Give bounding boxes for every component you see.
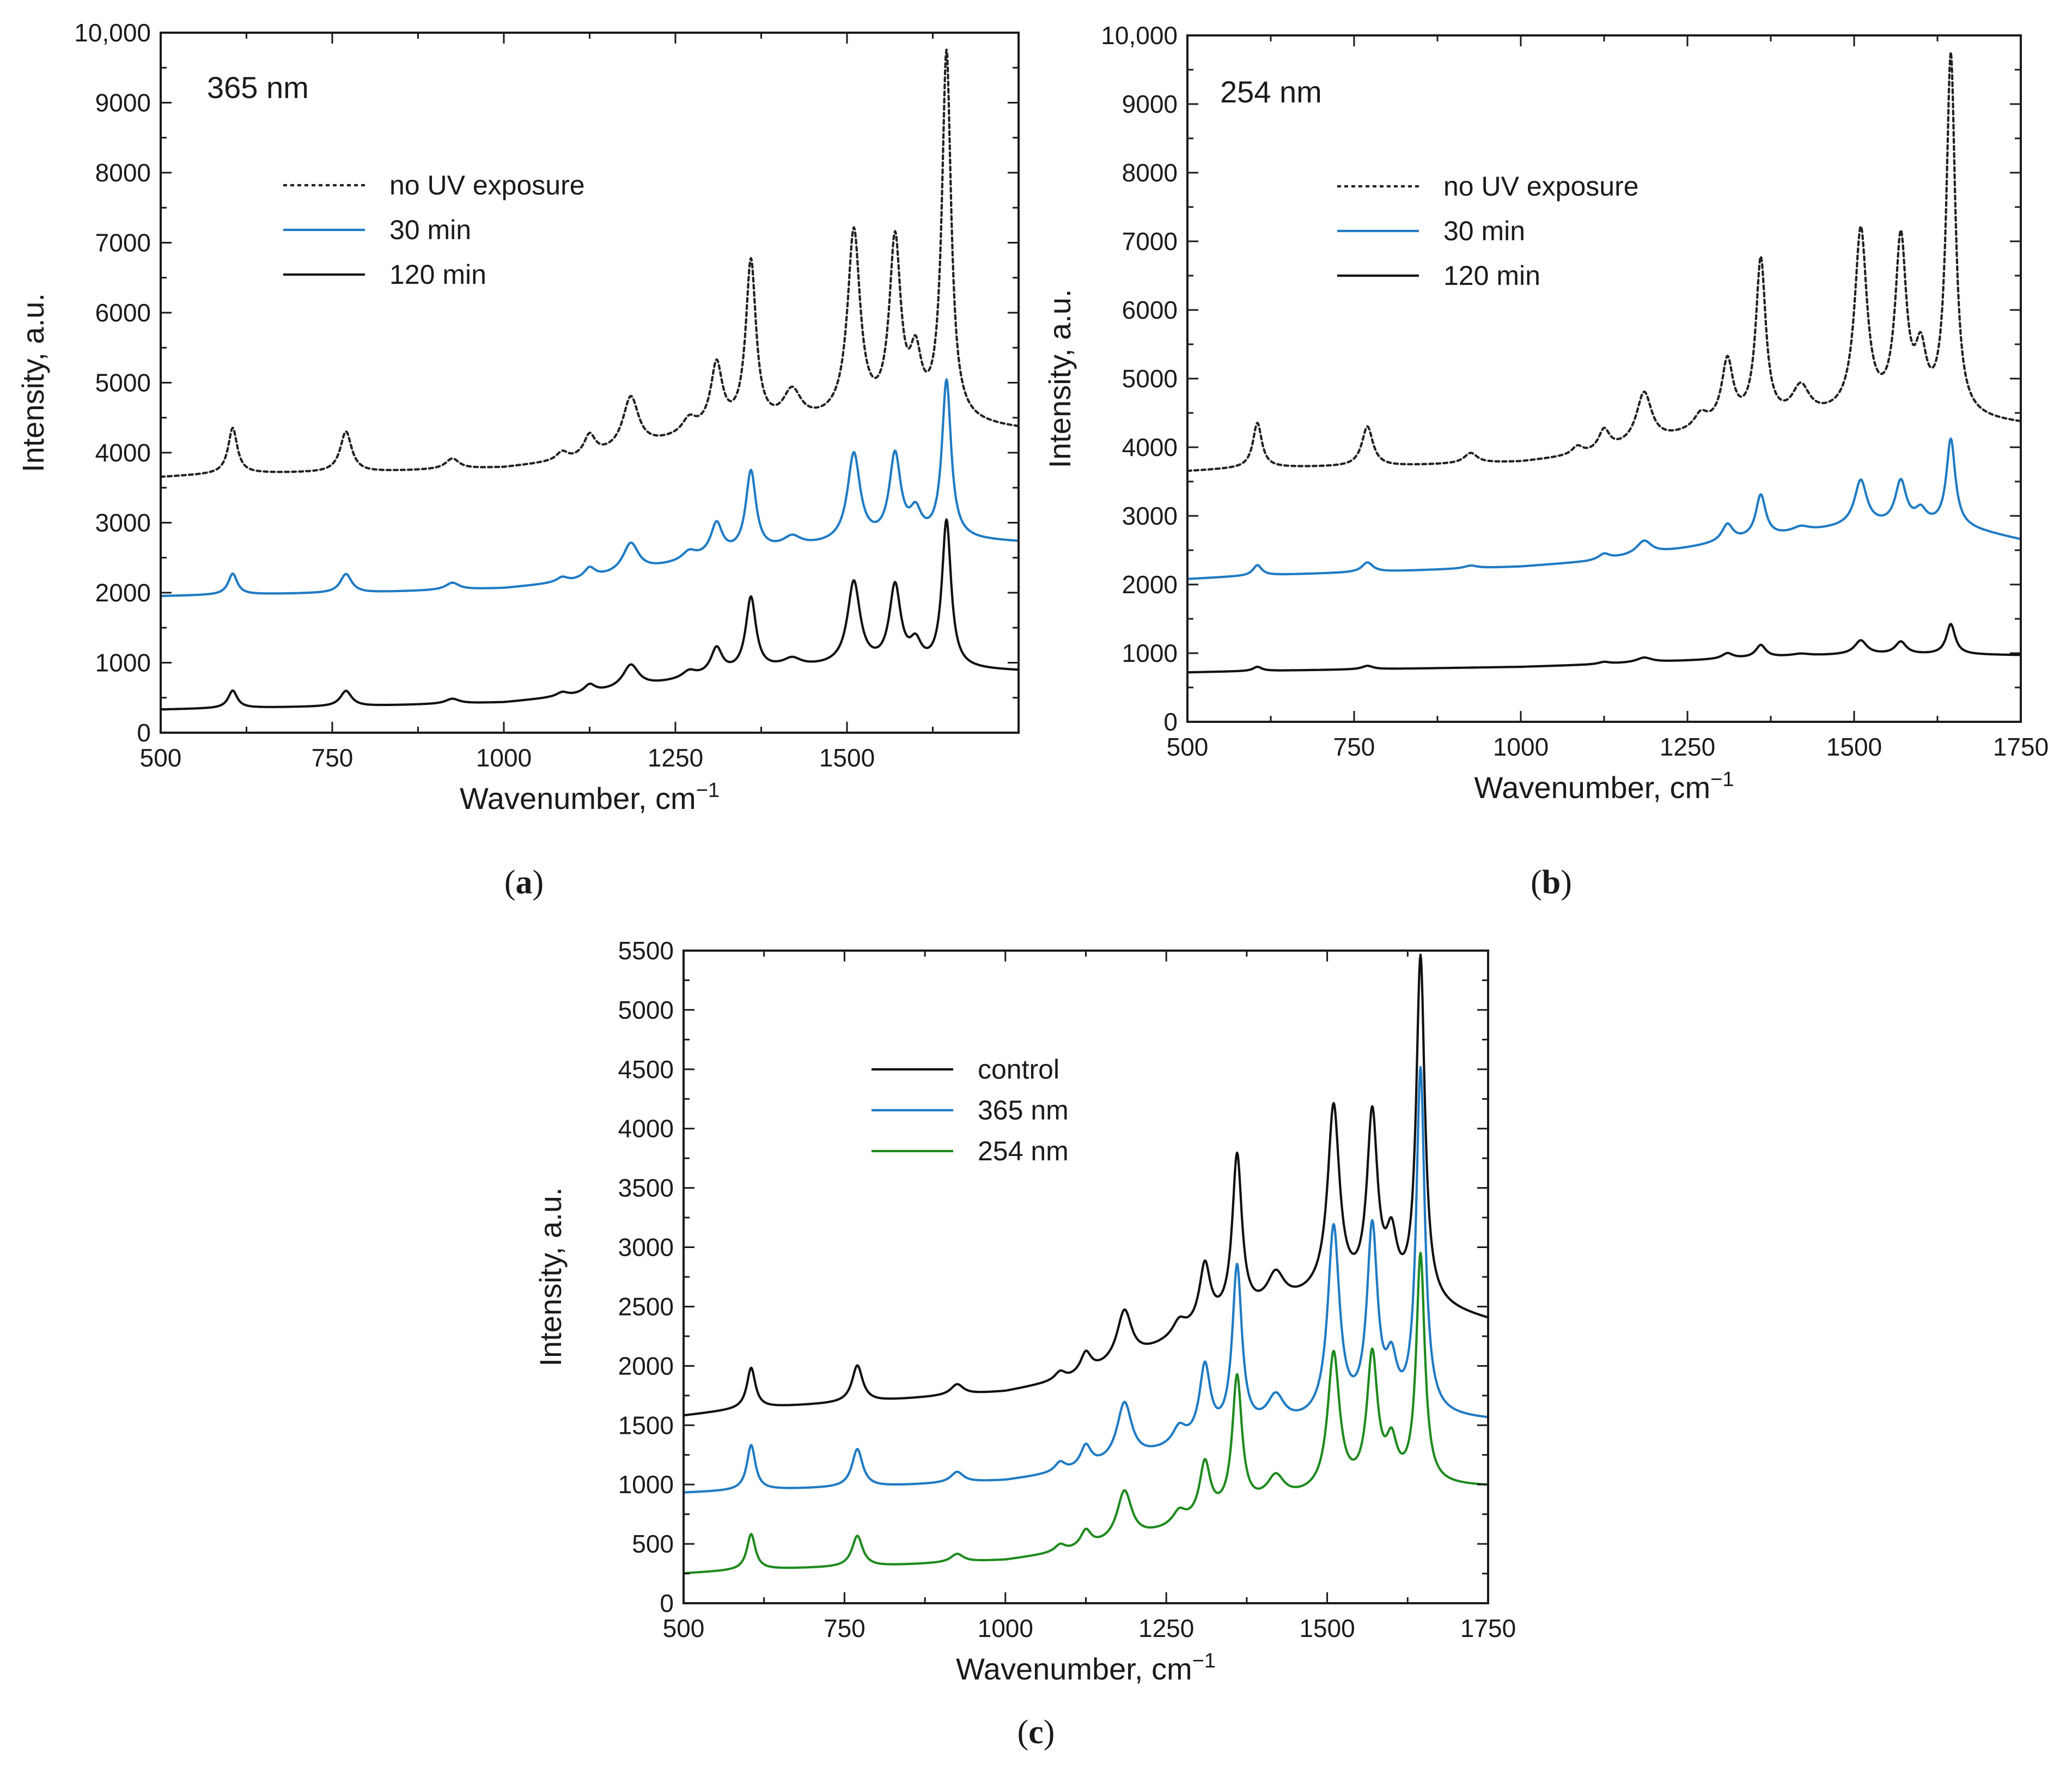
- legend-label: 120 min: [1443, 260, 1540, 291]
- y-tick-label: 9000: [1122, 90, 1178, 118]
- x-tick-label: 1250: [1138, 1614, 1194, 1642]
- y-tick-label: 6000: [1122, 296, 1178, 324]
- x-axis-title: Wavenumber, cm−1: [460, 779, 720, 815]
- y-tick-label: 9000: [95, 89, 151, 117]
- y-tick-label: 7000: [95, 229, 151, 257]
- y-axis-title: Intensity, a.u.: [16, 293, 50, 472]
- series-line-no-uv-exposure: [161, 48, 1019, 478]
- x-tick-label: 1500: [819, 744, 875, 772]
- y-tick-label: 6000: [95, 299, 151, 327]
- panel-c: 500 750 1000 1250 1500 1750050010001500200025…: [533, 936, 1516, 1751]
- y-tick-label: 3000: [1122, 502, 1178, 530]
- y-tick-label: 5500: [618, 936, 674, 965]
- series-line-120-min: [161, 518, 1019, 711]
- x-tick-label: 1000: [1493, 733, 1549, 761]
- series-line-control: [684, 953, 1488, 1417]
- legend: no UV exposure 30 min 120 min: [283, 170, 585, 290]
- x-axis-title: Wavenumber, cm−1: [956, 1650, 1216, 1686]
- y-tick-label: 3000: [618, 1233, 674, 1262]
- y-tick-label: 1000: [618, 1470, 674, 1499]
- y-tick-label: 2500: [618, 1292, 674, 1320]
- legend-label: no UV exposure: [1443, 171, 1639, 202]
- legend-label: 120 min: [389, 259, 486, 290]
- series-group: [684, 953, 1488, 1574]
- x-tick-label: 1000: [978, 1614, 1033, 1642]
- y-tick-label: 4000: [95, 439, 151, 467]
- y-tick-label: 5000: [95, 369, 151, 397]
- legend-label: 30 min: [389, 215, 471, 245]
- y-tick-label: 0: [660, 1589, 674, 1617]
- x-tick-label: 500: [1167, 733, 1209, 761]
- legend-label: 254 nm: [978, 1136, 1069, 1166]
- x-tick-label: 1000: [476, 744, 532, 772]
- y-tick-label: 1500: [618, 1411, 674, 1439]
- x-tick-label: 1750: [1460, 1614, 1516, 1642]
- legend-label: 30 min: [1443, 216, 1525, 246]
- x-tick-label: 1500: [1299, 1614, 1355, 1642]
- y-tick-label: 7000: [1122, 227, 1178, 255]
- x-tick-label: 1500: [1826, 733, 1882, 761]
- legend: control 365 nm 254 nm: [872, 1054, 1069, 1166]
- panel-caption: (c): [1017, 1714, 1055, 1751]
- series-line-no-uv-exposure: [1187, 51, 2021, 472]
- legend-label: control: [978, 1054, 1059, 1085]
- y-tick-label: 2000: [618, 1352, 674, 1380]
- plot-frame: [160, 32, 1020, 734]
- y-tick-label: 3500: [618, 1174, 674, 1202]
- y-tick-label: 0: [1163, 708, 1178, 736]
- series-line-30-min: [161, 378, 1019, 598]
- y-tick-label: 3000: [95, 509, 151, 537]
- panel-caption: (b): [1531, 864, 1572, 901]
- panel-caption: (a): [504, 864, 544, 901]
- y-tick-label: 4500: [618, 1055, 674, 1084]
- y-tick-label: 1000: [1122, 639, 1178, 667]
- y-tick-label: 5000: [618, 996, 674, 1024]
- series-line-30-min: [1187, 437, 2021, 580]
- y-tick-label: 2000: [1122, 570, 1178, 599]
- legend: no UV exposure 30 min 120 min: [1337, 171, 1639, 291]
- y-tick-label: 4000: [1122, 433, 1178, 461]
- y-tick-label: 5000: [1122, 364, 1178, 393]
- x-tick-label: 1250: [1660, 733, 1715, 761]
- x-tick-label: 1250: [648, 744, 703, 772]
- x-tick-label: 500: [663, 1614, 705, 1642]
- y-tick-label: 10,000: [1101, 21, 1178, 50]
- y-axis-title: Intensity, a.u.: [533, 1188, 568, 1367]
- y-axis-title: Intensity, a.u.: [1043, 289, 1077, 468]
- series-group: [161, 48, 1019, 711]
- y-tick-label: 0: [137, 719, 151, 747]
- x-tick-label: 750: [312, 744, 354, 772]
- x-tick-label: 750: [1333, 733, 1375, 761]
- y-tick-label: 2000: [95, 579, 151, 607]
- y-tick-label: 8000: [95, 159, 151, 187]
- series-line-120-min: [1187, 623, 2021, 674]
- x-tick-label: 500: [140, 744, 182, 772]
- series-line-254-nm: [684, 1251, 1488, 1574]
- panel-a: 500 750 1000 1250 1500 0 1000 2000 3000 4000 5000 6…: [16, 19, 1020, 901]
- x-axis-title: Wavenumber, cm−1: [1474, 768, 1734, 805]
- y-tick-label: 8000: [1122, 159, 1178, 187]
- x-tick-label: 750: [824, 1614, 866, 1642]
- y-tick-label: 10,000: [74, 19, 151, 47]
- panel-title: 365 nm: [207, 70, 309, 105]
- plot-frame: [1186, 34, 2022, 723]
- y-tick-label: 1000: [95, 649, 151, 677]
- x-tick-label: 1750: [1993, 733, 2049, 761]
- y-tick-label: 500: [632, 1530, 674, 1558]
- panel-title: 254 nm: [1220, 75, 1322, 109]
- series-line-365-nm: [684, 1066, 1488, 1494]
- panel-b: 500 750 1000 1250 1500 1750 0 1000 2000 3000 4000 5…: [1043, 21, 2049, 901]
- y-tick-label: 4000: [618, 1115, 674, 1143]
- series-group: [1187, 51, 2021, 674]
- legend-label: no UV exposure: [389, 170, 585, 200]
- legend-label: 365 nm: [978, 1095, 1069, 1125]
